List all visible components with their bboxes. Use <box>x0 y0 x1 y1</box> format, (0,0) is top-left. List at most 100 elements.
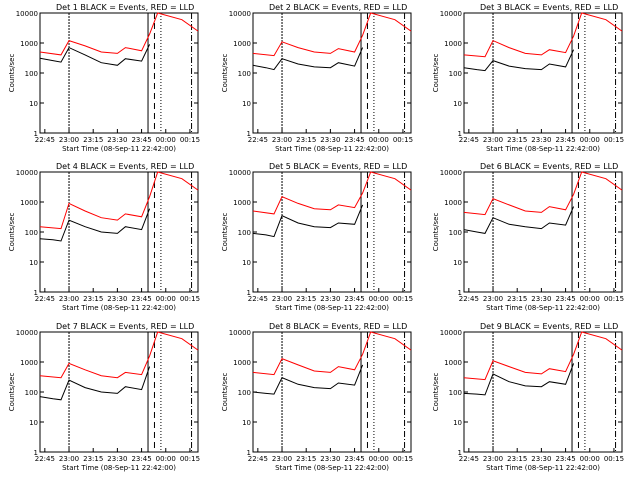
x-tick-label: 23:45 <box>344 295 364 303</box>
x-axis-label: Start Time (08-Sep-11 22:42:00) <box>275 145 389 153</box>
x-tick-label: 23:15 <box>83 455 103 463</box>
series-line-events <box>39 208 151 242</box>
x-tick-label: 23:15 <box>507 136 527 144</box>
panel-det-5: Det 5 BLACK = Events, RED = LLD 1 10 100 100… <box>221 162 413 312</box>
y-axis-label: Counts/sec <box>8 213 16 252</box>
plot-frame <box>39 12 199 134</box>
x-tick-label: 23:30 <box>107 455 127 463</box>
x-axis-label: Start Time (08-Sep-11 22:42:00) <box>486 464 600 472</box>
panel-title: Det 9 BLACK = Events, RED = LLD <box>480 322 618 331</box>
y-axis-label: Counts/sec <box>432 54 440 93</box>
x-tick-label: 23:45 <box>131 295 151 303</box>
y-tick-label: 1000 <box>444 40 462 48</box>
x-tick-label: 23:00 <box>483 295 503 303</box>
panel-title: Det 3 BLACK = Events, RED = LLD <box>480 3 618 12</box>
series-line-events <box>463 363 575 396</box>
x-tick-label: 23:30 <box>531 295 551 303</box>
series-line-events <box>463 206 575 234</box>
x-axis-label: Start Time (08-Sep-11 22:42:00) <box>275 464 389 472</box>
x-tick-label: 23:00 <box>483 455 503 463</box>
y-tick-label: 100 <box>238 229 251 237</box>
plot-frame <box>252 12 412 134</box>
x-tick-label: 00:15 <box>604 455 624 463</box>
panel-title: Det 1 BLACK = Events, RED = LLD <box>56 3 194 12</box>
x-axis-label: Start Time (08-Sep-11 22:42:00) <box>62 304 176 312</box>
y-tick-label: 1 <box>458 130 462 138</box>
series-line-lld <box>463 12 623 58</box>
y-axis-label: Counts/sec <box>8 373 16 412</box>
x-tick-label: 00:00 <box>156 455 176 463</box>
panel-det-7: Det 7 BLACK = Events, RED = LLD 1 10 100 100… <box>8 322 200 472</box>
y-tick-label: 100 <box>25 70 38 78</box>
panel-det-3: Det 3 BLACK = Events, RED = LLD 1 10 100 100… <box>432 3 624 153</box>
plot-frame <box>463 12 623 134</box>
y-tick-label: 10000 <box>229 169 251 177</box>
x-tick-label: 22:45 <box>459 295 479 303</box>
panel-title: Det 4 BLACK = Events, RED = LLD <box>56 162 194 171</box>
x-tick-label: 23:15 <box>507 455 527 463</box>
y-tick-label: 10000 <box>16 329 38 337</box>
y-tick-label: 1000 <box>444 359 462 367</box>
series-line-lld <box>39 171 199 230</box>
x-tick-label: 23:45 <box>344 455 364 463</box>
plot-frame <box>252 331 412 453</box>
y-tick-label: 10000 <box>16 10 38 18</box>
y-tick-label: 10 <box>453 259 462 267</box>
y-tick-label: 1000 <box>233 199 251 207</box>
y-tick-label: 1 <box>34 289 38 297</box>
x-axis-label: Start Time (08-Sep-11 22:42:00) <box>62 145 176 153</box>
y-axis-label: Counts/sec <box>432 373 440 412</box>
y-tick-label: 10000 <box>16 169 38 177</box>
panel-title: Det 5 BLACK = Events, RED = LLD <box>269 162 407 171</box>
x-tick-label: 00:15 <box>393 295 413 303</box>
x-tick-label: 23:30 <box>107 136 127 144</box>
x-tick-label: 23:00 <box>483 136 503 144</box>
series-line-lld <box>252 171 412 215</box>
y-tick-label: 1 <box>34 130 38 138</box>
x-tick-label: 23:00 <box>59 455 79 463</box>
x-tick-label: 00:00 <box>156 136 176 144</box>
x-tick-label: 22:45 <box>459 136 479 144</box>
x-tick-label: 00:00 <box>156 295 176 303</box>
x-tick-label: 23:15 <box>83 136 103 144</box>
x-tick-label: 00:00 <box>580 136 600 144</box>
y-tick-label: 1000 <box>233 359 251 367</box>
x-tick-label: 00:00 <box>369 455 389 463</box>
y-tick-label: 10 <box>29 419 38 427</box>
y-axis-label: Counts/sec <box>432 213 440 252</box>
x-tick-label: 00:15 <box>393 136 413 144</box>
series-line-lld <box>252 331 412 376</box>
x-tick-label: 22:45 <box>248 455 268 463</box>
y-tick-label: 10 <box>29 100 38 108</box>
y-tick-label: 100 <box>238 70 251 78</box>
x-tick-label: 22:45 <box>35 455 55 463</box>
x-axis-label: Start Time (08-Sep-11 22:42:00) <box>275 304 389 312</box>
y-tick-label: 1 <box>247 449 251 457</box>
series-line-events <box>252 364 364 395</box>
series-line-lld <box>39 331 199 379</box>
series-line-events <box>463 49 575 72</box>
x-tick-label: 23:00 <box>272 136 292 144</box>
panel-det-9: Det 9 BLACK = Events, RED = LLD 1 10 100 100… <box>432 322 624 472</box>
x-tick-label: 00:15 <box>180 295 200 303</box>
x-tick-label: 22:45 <box>35 295 55 303</box>
x-tick-label: 23:30 <box>320 136 340 144</box>
y-tick-label: 1000 <box>20 199 38 207</box>
y-tick-label: 1000 <box>444 199 462 207</box>
y-tick-label: 10 <box>242 259 251 267</box>
x-tick-label: 22:45 <box>248 136 268 144</box>
x-axis-label: Start Time (08-Sep-11 22:42:00) <box>62 464 176 472</box>
x-axis-label: Start Time (08-Sep-11 22:42:00) <box>486 304 600 312</box>
y-tick-label: 100 <box>238 389 251 397</box>
y-tick-label: 10 <box>453 100 462 108</box>
x-tick-label: 00:00 <box>580 455 600 463</box>
y-tick-label: 10 <box>242 419 251 427</box>
y-tick-label: 1 <box>34 449 38 457</box>
x-tick-label: 23:45 <box>131 455 151 463</box>
x-tick-label: 00:15 <box>180 455 200 463</box>
y-tick-label: 100 <box>449 70 462 78</box>
x-tick-label: 23:15 <box>296 295 316 303</box>
panel-title: Det 2 BLACK = Events, RED = LLD <box>269 3 407 12</box>
x-tick-label: 22:45 <box>35 136 55 144</box>
x-tick-label: 23:45 <box>555 136 575 144</box>
